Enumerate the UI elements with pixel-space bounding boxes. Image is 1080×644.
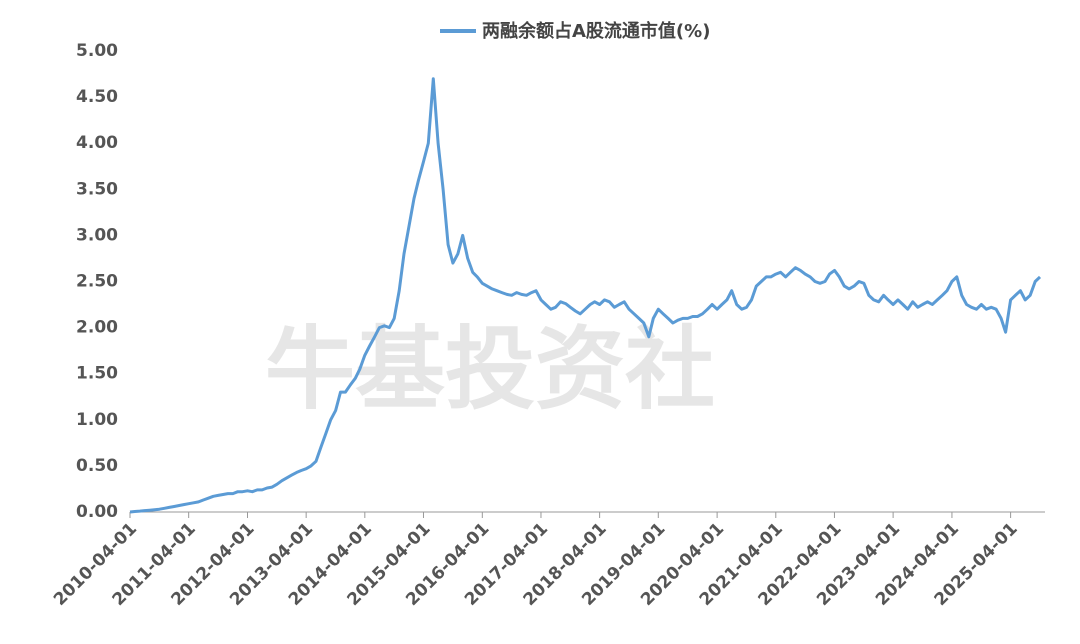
y-tick-label: 2.00 bbox=[76, 318, 118, 338]
y-tick-label: 0.00 bbox=[76, 502, 118, 522]
y-tick-label: 3.00 bbox=[76, 225, 118, 245]
watermark: 牛基投资社 bbox=[265, 317, 715, 422]
y-tick-label: 2.50 bbox=[76, 272, 118, 292]
y-tick-label: 1.00 bbox=[76, 410, 118, 430]
data-line bbox=[129, 77, 1042, 514]
legend-label: 两融余额占A股流通市值(%) bbox=[482, 20, 710, 42]
y-tick-label: 3.50 bbox=[76, 179, 118, 199]
y-tick-label: 4.00 bbox=[76, 133, 118, 153]
y-tick-label: 1.50 bbox=[76, 364, 118, 384]
y-tick-label: 4.50 bbox=[76, 87, 118, 107]
y-tick-label: 5.00 bbox=[76, 41, 118, 61]
y-tick-label: 0.50 bbox=[76, 456, 118, 476]
